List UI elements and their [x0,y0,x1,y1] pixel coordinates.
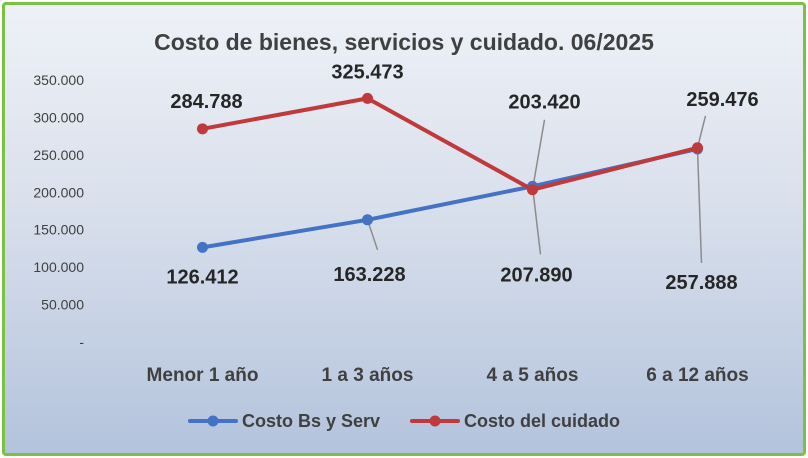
data-label-leader-line [531,186,542,255]
series-line [200,96,700,192]
x-tick-label: Menor 1 año [147,365,259,386]
legend-label: Costo Bs y Serv [242,411,380,431]
y-tick-label: 100.000 [33,259,84,275]
x-tick-label: 1 a 3 años [322,365,414,386]
data-label-leader-line [531,119,546,190]
data-point-marker [197,241,208,253]
data-point-marker [692,142,703,154]
legend-swatch-marker [429,415,441,427]
y-tick-label: - [79,334,84,350]
data-label: 203.420 [508,92,580,114]
y-tick-label: 250.000 [33,147,84,163]
y-tick-label: 200.000 [33,184,84,200]
data-point-marker [197,123,208,135]
data-label: 284.788 [170,91,242,113]
series-line [200,146,700,250]
y-tick-label: 350.000 [33,72,84,88]
data-label: 259.476 [686,89,758,111]
data-label: 126.412 [166,266,238,288]
x-axis: Menor 1 año 1 a 3 años 4 a 5 años 6 a 12 añ… [147,365,749,386]
data-label: 207.890 [500,264,572,286]
data-label: 163.228 [333,264,405,286]
data-labels: 126.412 163.228 207.890 257.888 284.788 325.4… [166,61,758,294]
data-label-leader-line [696,148,703,263]
y-tick-label: 300.000 [33,109,84,125]
data-point-marker [362,214,373,226]
y-tick-label: 50.000 [41,297,84,313]
data-point-marker [527,184,538,196]
legend: Costo Bs y Serv Costo del cuidado [188,411,620,431]
legend-swatch-marker [207,415,219,427]
y-tick-label: 150.000 [33,222,84,238]
series-lines [197,92,703,253]
legend-label: Costo del cuidado [464,411,620,431]
x-tick-label: 6 a 12 años [646,365,748,386]
x-tick-label: 4 a 5 años [487,365,579,386]
data-label: 257.888 [665,272,737,294]
chart-title: Costo de bienes, servicios y cuidado. 06… [154,29,654,55]
data-label: 325.473 [331,61,403,83]
y-axis: - 50.000 100.000 150.000 200.000 250.000 300.0… [33,72,84,350]
data-point-marker [362,92,373,104]
